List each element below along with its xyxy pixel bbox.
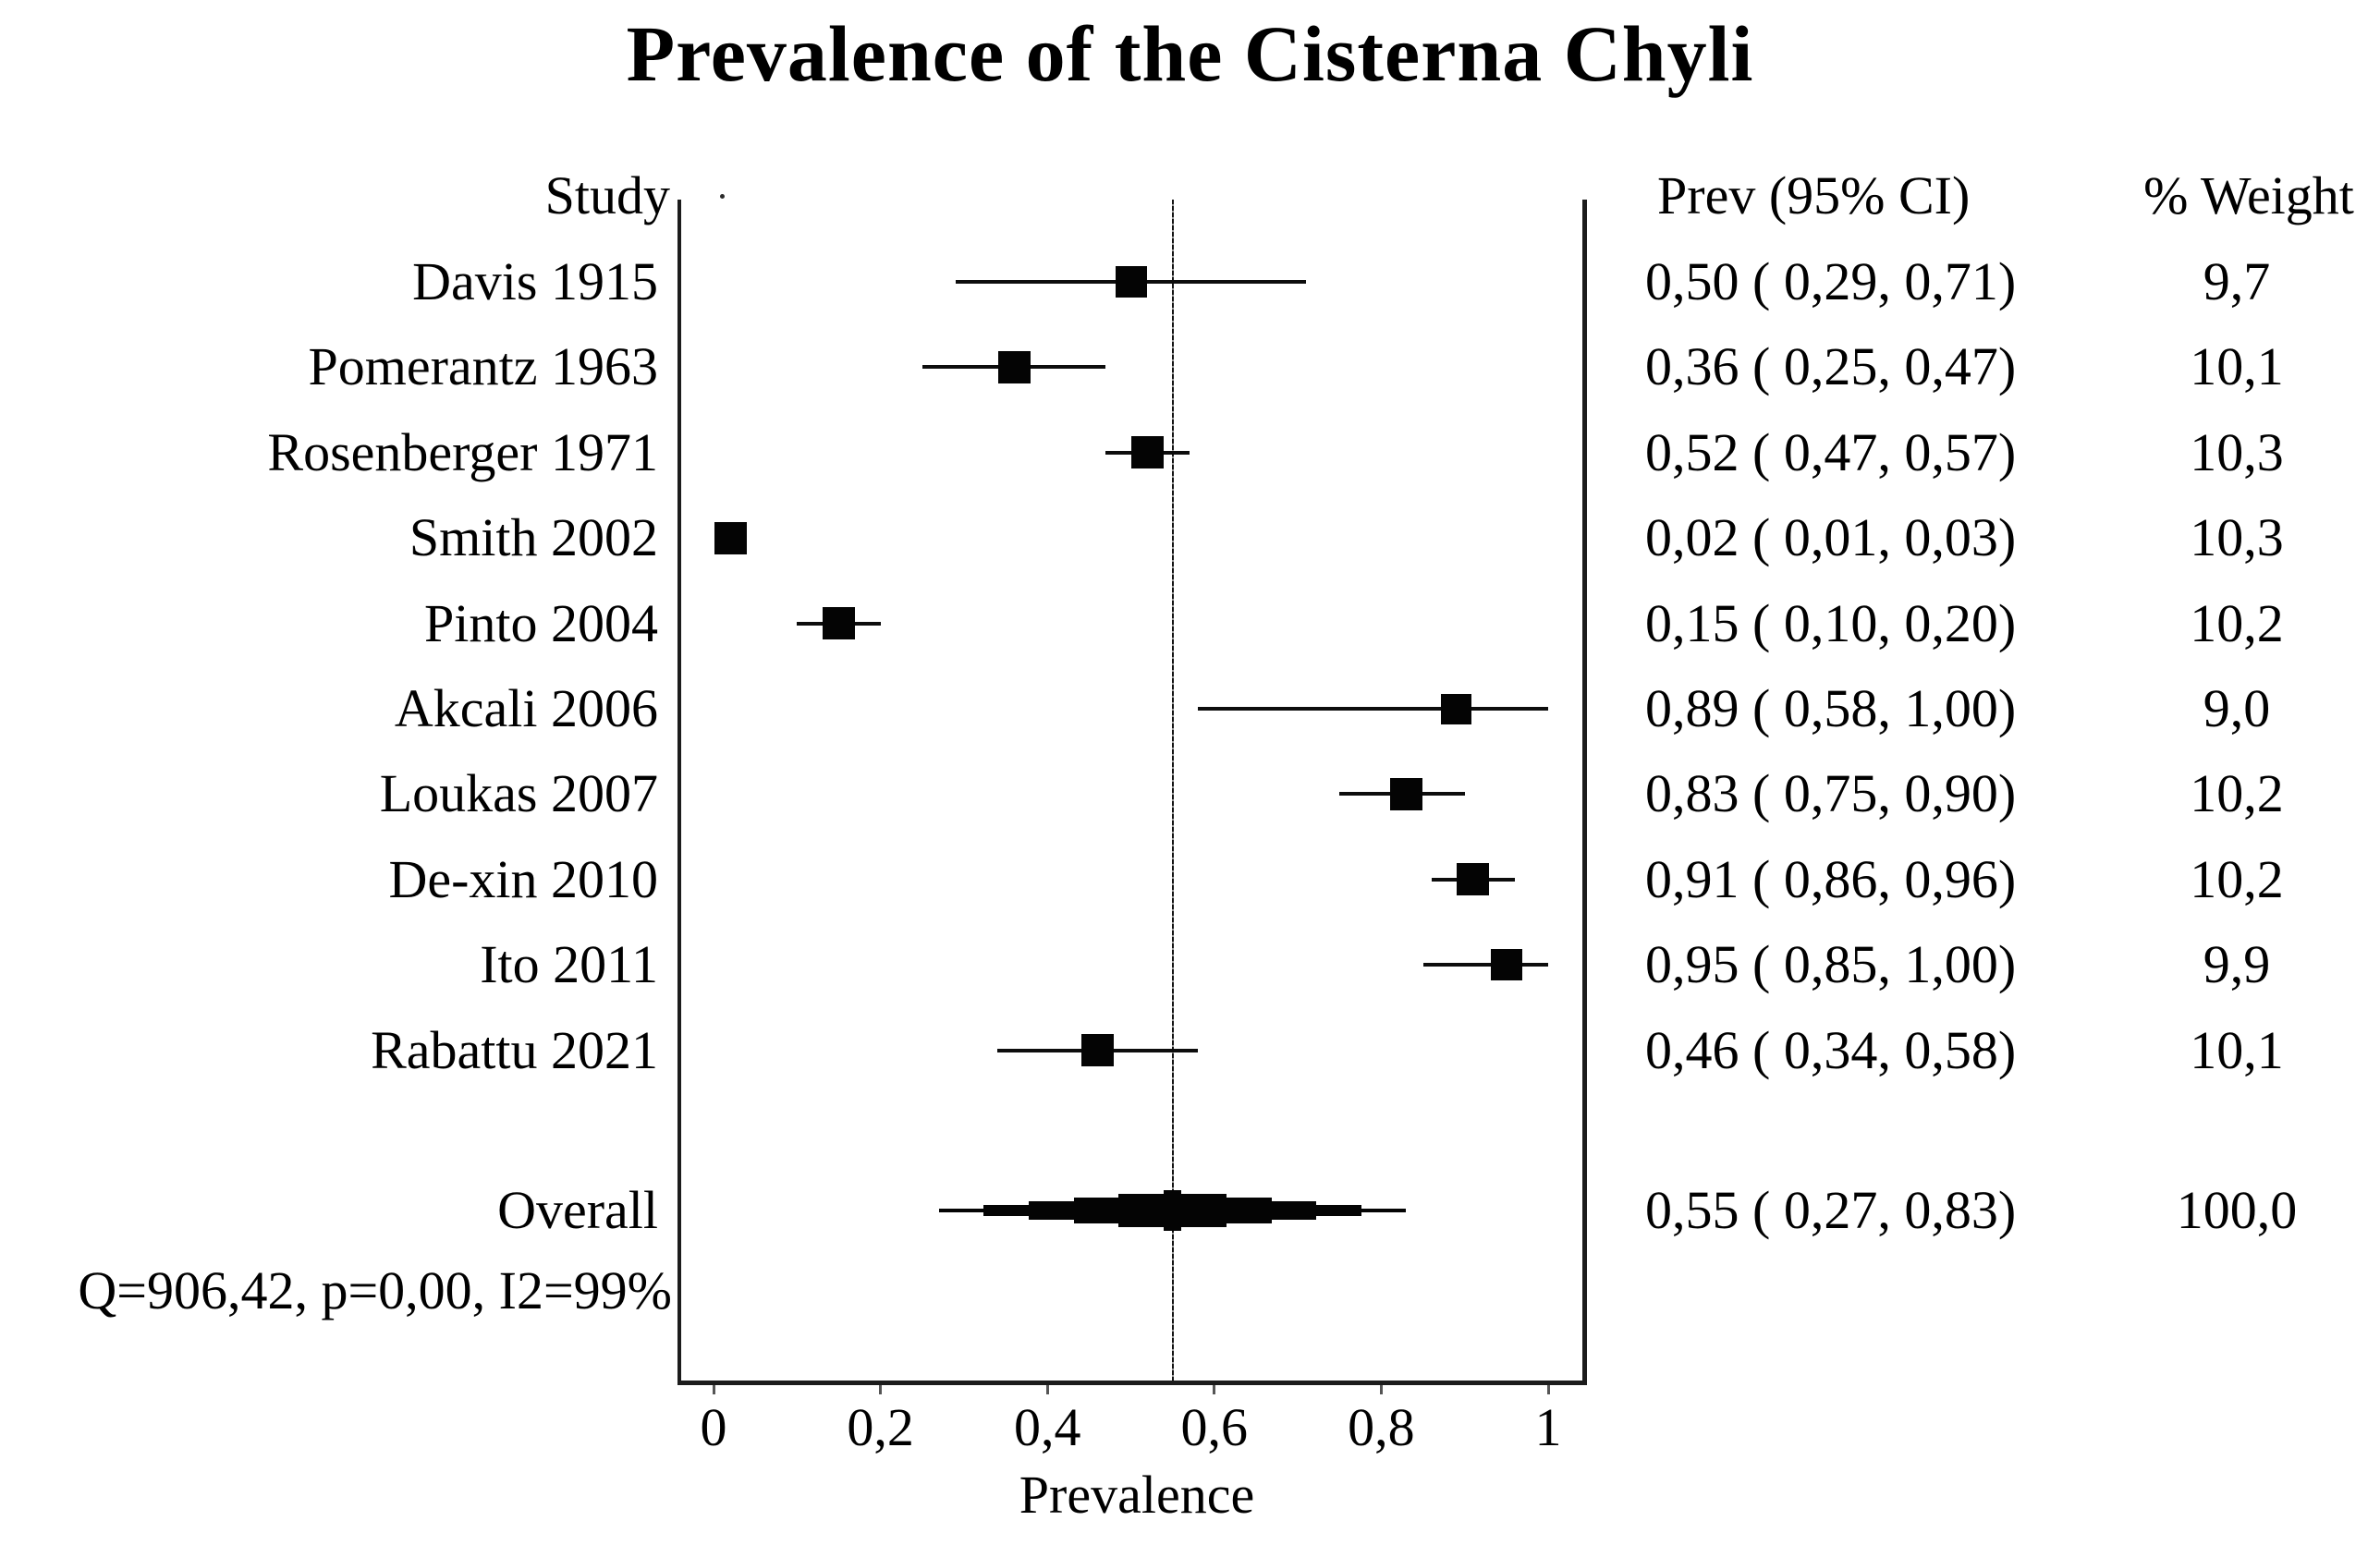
overall-diamond [1029, 1201, 1317, 1205]
point-estimate-marker-9 [1080, 1034, 1114, 1067]
point-estimate-marker-0 [1115, 266, 1147, 298]
study-label-3: Smith 2002 [409, 507, 658, 568]
overall-diamond [983, 1205, 1361, 1209]
weight-value-5: 9,0 [2203, 678, 2271, 738]
prev-ci-value-3: 0,02 ( 0,01, 0,03) [1645, 507, 2017, 568]
point-estimate-marker-7 [1457, 863, 1490, 896]
x-axis-tick-label-4: 0,8 [1348, 1397, 1415, 1457]
ci-line-8 [1422, 963, 1548, 967]
x-axis-tick-label-1: 0,2 [847, 1397, 914, 1457]
x-axis-tick-5 [1546, 1385, 1550, 1394]
weight-value-2: 10,3 [2190, 421, 2284, 482]
overall-diamond [1073, 1220, 1272, 1223]
weight-value-8: 9,9 [2203, 934, 2271, 995]
overall-diamond [1163, 1227, 1182, 1231]
point-estimate-marker-6 [1389, 777, 1422, 810]
x-axis-tick-label-2: 0,4 [1013, 1397, 1081, 1457]
overall-diamond [1029, 1216, 1317, 1220]
study-label-1: Pomerantz 1963 [308, 336, 658, 397]
prev-ci-value-1: 0,36 ( 0,25, 0,47) [1645, 336, 2017, 397]
x-axis-tick-1 [879, 1385, 883, 1394]
x-axis-tick-label-0: 0 [700, 1397, 727, 1457]
overall-diamond [1163, 1190, 1182, 1194]
overall-diamond [1118, 1223, 1227, 1227]
weight-value-0: 9,7 [2203, 251, 2271, 311]
study-label-7: De-xin 2010 [388, 848, 658, 909]
study-label-4: Pinto 2004 [424, 592, 658, 653]
prev-ci-value-2: 0,52 ( 0,47, 0,57) [1645, 421, 2017, 482]
weight-value-9: 10,1 [2190, 1019, 2284, 1080]
study-label-8: Ito 2011 [480, 934, 658, 995]
x-axis-tick-0 [712, 1385, 715, 1394]
heterogeneity-stats: Q=906,42, p=0,00, I2=99% [78, 1260, 672, 1320]
point-estimate-marker-5 [1441, 693, 1472, 724]
study-label-5: Akcali 2006 [394, 678, 658, 738]
x-axis-line [677, 1381, 1587, 1385]
column-header-study: Study [544, 165, 670, 225]
point-estimate-marker-1 [997, 350, 1031, 383]
prev-ci-value-8: 0,95 ( 0,85, 1,00) [1645, 934, 2017, 995]
x-axis-tick-4 [1379, 1385, 1383, 1394]
study-label-9: Rabattu 2021 [371, 1019, 658, 1080]
weight-value-1: 10,1 [2190, 336, 2284, 397]
x-axis-tick-2 [1045, 1385, 1049, 1394]
prev-ci-value-6: 0,83 ( 0,75, 0,90) [1645, 763, 2017, 824]
prev-ci-value-5: 0,89 ( 0,58, 1,00) [1645, 678, 2017, 738]
point-estimate-marker-4 [822, 607, 855, 640]
study-label-overall: Overall [497, 1180, 658, 1240]
overall-diamond [1073, 1198, 1272, 1201]
study-label-6: Loukas 2007 [379, 763, 658, 824]
overall-reference-line [1172, 200, 1174, 1381]
prev-ci-value-0: 0,50 ( 0,29, 0,71) [1645, 251, 2017, 311]
figure-title: Prevalence of the Cisterna Chyli [626, 9, 1754, 98]
prev-ci-value-overall: 0,55 ( 0,27, 0,83) [1645, 1180, 2017, 1240]
overall-diamond [983, 1212, 1361, 1216]
point-estimate-marker-2 [1131, 436, 1165, 469]
prev-ci-value-7: 0,91 ( 0,86, 0,96) [1645, 848, 2017, 909]
x-axis-tick-label-5: 1 [1534, 1397, 1562, 1457]
study-label-0: Davis 1915 [412, 251, 658, 311]
weight-value-3: 10,3 [2190, 507, 2284, 568]
study-label-2: Rosenberger 1971 [267, 421, 658, 482]
weight-value-overall: 100,0 [2176, 1180, 2298, 1240]
ci-line-5 [1197, 707, 1548, 711]
point-estimate-marker-3 [714, 521, 747, 554]
column-header-weight: % Weight [2143, 165, 2354, 225]
column-header-prev-ci: Prev (95% CI) [1657, 165, 1971, 225]
weight-value-7: 10,2 [2190, 848, 2284, 909]
x-axis-tick-label-3: 0,6 [1180, 1397, 1249, 1457]
overall-diamond [1118, 1194, 1227, 1198]
prev-ci-value-9: 0,46 ( 0,34, 0,58) [1645, 1019, 2017, 1080]
weight-value-4: 10,2 [2190, 592, 2284, 653]
point-estimate-marker-8 [1490, 949, 1522, 981]
plot-right-frame [1582, 200, 1587, 1385]
prev-ci-value-4: 0,15 ( 0,10, 0,20) [1645, 592, 2017, 653]
plot-left-frame [677, 200, 681, 1385]
x-axis-title: Prevalence [1019, 1465, 1255, 1525]
weight-value-6: 10,2 [2190, 763, 2284, 824]
overall-diamond [938, 1209, 1407, 1212]
plot-top-dot [720, 194, 725, 199]
x-axis-tick-3 [1213, 1385, 1216, 1394]
